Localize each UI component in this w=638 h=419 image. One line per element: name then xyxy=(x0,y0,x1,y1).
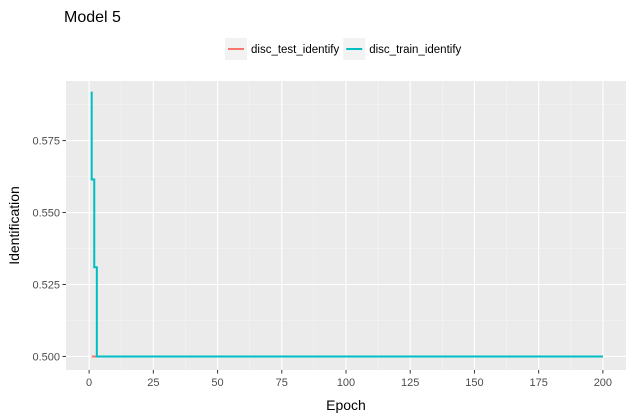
x-tick-label: 175 xyxy=(529,377,547,389)
x-tick-label: 100 xyxy=(337,377,355,389)
y-tick-label: 0.550 xyxy=(32,208,60,220)
x-tick-label: 200 xyxy=(594,377,612,389)
x-tick-label: 125 xyxy=(401,377,419,389)
legend-item-disc-test-identify: disc_test_identify xyxy=(225,38,339,60)
series-line-disc-train-identify xyxy=(90,91,603,358)
legend-label: disc_train_identify xyxy=(369,44,461,56)
x-tick-label: 150 xyxy=(465,377,483,389)
x-tick-label: 50 xyxy=(211,377,223,389)
x-axis: 0 25 50 75 100 125 150 175 200 xyxy=(86,370,612,389)
y-tick-label: 0.525 xyxy=(32,280,60,292)
y-axis: 0.500 0.525 0.550 0.575 xyxy=(32,136,66,363)
x-tick-label: 75 xyxy=(276,377,288,389)
grid-minor xyxy=(66,81,626,370)
legend-label: disc_test_identify xyxy=(251,44,339,56)
series-layer xyxy=(90,91,603,358)
x-tick-label: 0 xyxy=(86,377,92,389)
legend-item-disc-train-identify: disc_train_identify xyxy=(343,38,462,60)
x-axis-title: Epoch xyxy=(326,397,366,413)
y-tick-label: 0.575 xyxy=(32,136,60,148)
x-tick-label: 25 xyxy=(147,377,159,389)
y-axis-title: Identification xyxy=(6,186,22,265)
legend: disc_test_identify disc_train_identify xyxy=(225,38,462,60)
chart-title: Model 5 xyxy=(64,9,121,26)
y-tick-label: 0.500 xyxy=(32,351,60,363)
